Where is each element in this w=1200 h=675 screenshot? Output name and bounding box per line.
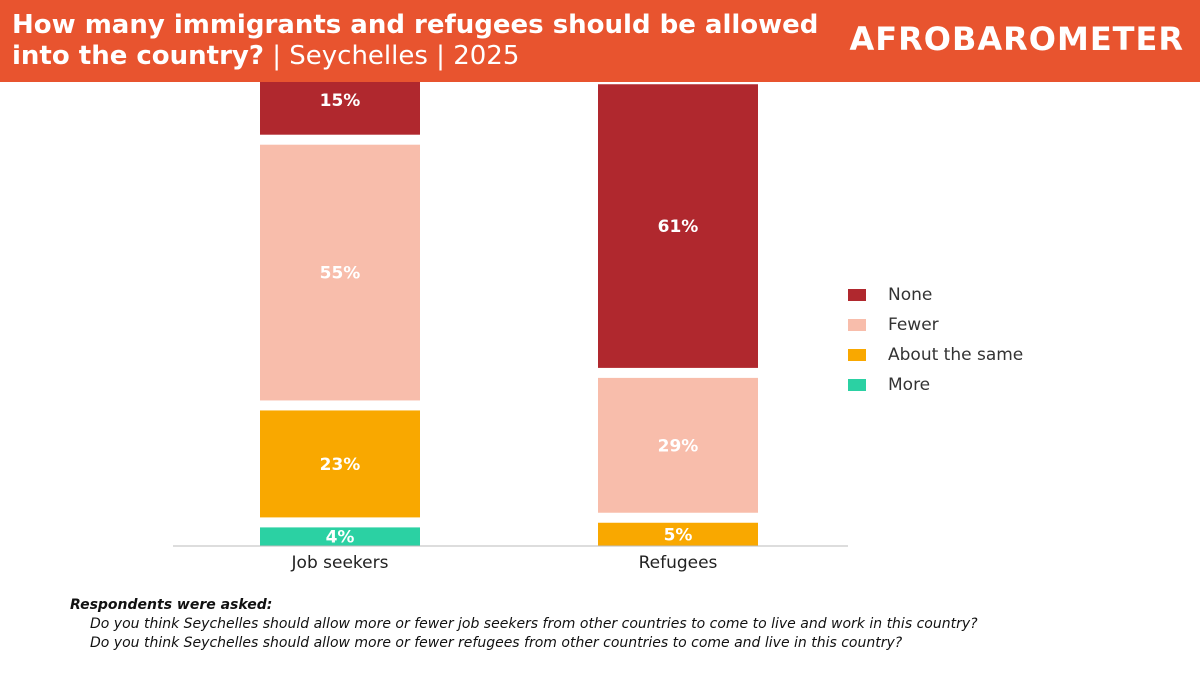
- legend-item-about-the-same: About the same: [848, 340, 1023, 370]
- x-tick-refugees: Refugees: [639, 553, 718, 573]
- note-heading: Respondents were asked:: [70, 597, 273, 613]
- legend-item-more: More: [848, 370, 1023, 400]
- bars-group: 4% 23% 55% 15% 5% 29% 61%: [260, 82, 758, 548]
- bar-job-seekers-about-the-same: [260, 410, 420, 518]
- chart-title: How many immigrants and refugees should …: [12, 10, 832, 72]
- data-label-refugees-fewer: 29%: [658, 436, 699, 456]
- header-banner: How many immigrants and refugees should …: [0, 0, 1200, 82]
- data-label-job-seekers-about-the-same: 23%: [320, 455, 361, 475]
- x-tick-labels: Job seekers Refugees: [291, 553, 718, 573]
- data-label-job-seekers-none: 15%: [320, 91, 361, 111]
- bar-refugees-about-the-same: [598, 522, 758, 546]
- legend-label-fewer: Fewer: [888, 315, 939, 335]
- legend-swatch-more: [848, 379, 866, 391]
- afrobarometer-logo: AFROBAROMETER: [849, 20, 1184, 58]
- bar-job-seekers-more: [260, 527, 420, 546]
- data-label-job-seekers-fewer: 55%: [320, 264, 361, 284]
- data-label-refugees-about-the-same: 5%: [664, 525, 693, 545]
- legend-swatch-fewer: [848, 319, 866, 331]
- legend-label-more: More: [888, 375, 931, 395]
- title-sub: | Seychelles | 2025: [263, 41, 520, 71]
- data-label-refugees-none: 61%: [658, 217, 699, 237]
- note-question-1: Do you think Seychelles should allow mor…: [90, 616, 978, 632]
- data-label-job-seekers-more: 4%: [326, 528, 355, 548]
- note-question-2: Do you think Seychelles should allow mor…: [90, 635, 903, 651]
- legend-item-fewer: Fewer: [848, 310, 1023, 340]
- legend-swatch-none: [848, 289, 866, 301]
- legend-swatch-about-the-same: [848, 349, 866, 361]
- survey-note: Respondents were asked: Do you think Sey…: [70, 596, 978, 653]
- bar-job-seekers-fewer: [260, 144, 420, 401]
- bar-job-seekers-none: [260, 82, 420, 135]
- stacked-bar-chart: 4% 23% 55% 15% 5% 29% 61% Job seekers Refugees: [173, 82, 848, 573]
- legend-label-none: None: [888, 285, 933, 305]
- chart-legend: None Fewer About the same More: [848, 280, 1023, 400]
- legend-item-none: None: [848, 280, 1023, 310]
- bar-refugees-fewer: [598, 377, 758, 513]
- title-main: How many immigrants and refugees should …: [12, 10, 819, 71]
- x-tick-job-seekers: Job seekers: [291, 553, 389, 573]
- legend-label-about-the-same: About the same: [888, 345, 1024, 365]
- bar-refugees-none: [598, 84, 758, 368]
